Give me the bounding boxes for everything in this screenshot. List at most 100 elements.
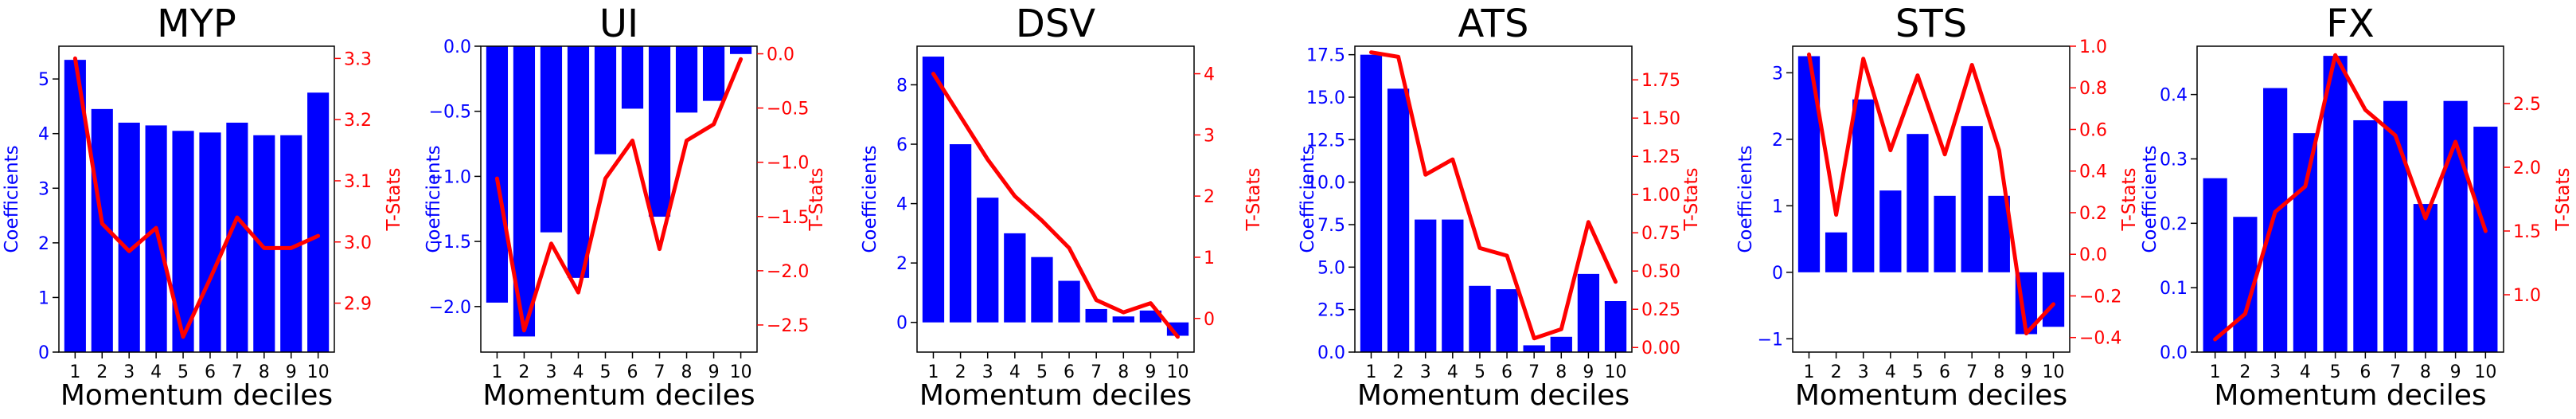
bar-5 <box>594 46 617 155</box>
chart-panel-fx: 0.0 0.1 0.2 0.3 0.4 1.0 1.5 2.0 2.5 1 2 3 4 5 6 7 8 9 10 FX… <box>2140 2 2574 412</box>
bar-3 <box>540 46 563 233</box>
y2-tick-label: 1.00 <box>1641 186 1680 206</box>
y2-tick-label: −0.5 <box>767 100 809 119</box>
x-tick-label: 2 <box>2239 362 2250 382</box>
bar-1 <box>922 57 945 323</box>
y2-tick-label: 0.4 <box>2079 163 2107 182</box>
x-tick-label: 6 <box>1939 362 1950 382</box>
y-axis-label: Coefficients <box>860 145 880 253</box>
x-tick-label: 5 <box>599 362 611 382</box>
y-tick-label: 2 <box>896 254 907 274</box>
x-tick-label: 1 <box>1365 362 1376 382</box>
y-tick-label: 5 <box>38 70 49 90</box>
x-tick-label: 7 <box>654 362 665 382</box>
x-tick-label: 7 <box>2390 362 2401 382</box>
x-tick-label: 10 <box>730 362 752 382</box>
x-tick-label: 3 <box>982 362 993 382</box>
bar-3 <box>1852 99 1875 272</box>
y2-axis-label: T-Stats <box>806 168 827 232</box>
y2-tick-label: 2.5 <box>2513 95 2541 115</box>
x-axis-label: Momentum deciles <box>60 379 333 412</box>
y-axis-label: Coefficients <box>2140 145 2160 253</box>
y2-tick-label: 0.25 <box>1641 300 1680 320</box>
y-tick-label: −2.0 <box>429 298 471 318</box>
x-tick-label: 4 <box>1009 362 1021 382</box>
y-tick-label: −1.5 <box>429 233 471 253</box>
x-tick-label: 9 <box>1583 362 1594 382</box>
bar-7 <box>1523 345 1545 352</box>
bar-4 <box>1442 219 1464 352</box>
bar-9 <box>2443 100 2468 352</box>
t-stats-line <box>1807 52 2055 335</box>
y-tick-label: 1 <box>1772 197 1783 217</box>
y2-tick-label: −2.0 <box>767 262 809 282</box>
t-stats-line <box>2213 53 2488 342</box>
y-tick-label: −0.5 <box>429 103 471 123</box>
bar-8 <box>2413 204 2437 352</box>
x-tick-label: 2 <box>955 362 966 382</box>
x-tick-label: 9 <box>1145 362 1156 382</box>
y2-tick-label: −0.4 <box>2079 329 2121 349</box>
y-tick-label: 2 <box>38 234 49 254</box>
bar-10 <box>1604 301 1627 352</box>
plot-frame <box>58 45 335 353</box>
x-tick-label: 3 <box>1858 362 1869 382</box>
y-tick-label: 17.5 <box>1306 46 1345 66</box>
y-tick-label: 0.0 <box>443 37 471 57</box>
x-tick-label: 10 <box>2474 362 2496 382</box>
chart-title: DSV <box>1016 2 1095 46</box>
x-tick-label: 2 <box>96 362 107 382</box>
x-tick-label: 4 <box>1885 362 1896 382</box>
x-tick-label: 3 <box>1420 362 1431 382</box>
y-tick-label: 0 <box>38 343 49 363</box>
chart-title: MYP <box>157 2 236 46</box>
bar-7 <box>1085 308 1107 323</box>
x-tick-label: 6 <box>205 362 216 382</box>
y2-tick-label: 0.0 <box>767 45 794 65</box>
y2-tick-label: 0.2 <box>2079 204 2107 224</box>
bar-4 <box>1004 233 1026 323</box>
x-tick-label: 2 <box>1831 362 1842 382</box>
chart-title: ATS <box>1458 2 1529 46</box>
x-tick-label: 4 <box>572 362 584 382</box>
y2-tick-label: 2 <box>1204 187 1215 207</box>
x-axis-label: Momentum deciles <box>919 379 1192 412</box>
bar-6 <box>1934 195 1956 272</box>
x-tick-label: 3 <box>2270 362 2281 382</box>
bar-3 <box>118 123 140 352</box>
y-tick-label: 0.1 <box>2160 279 2188 299</box>
bar-10 <box>2473 127 2498 353</box>
y-tick-label: 0 <box>1772 264 1783 284</box>
y-axis-label: Coefficients <box>423 145 444 253</box>
y-tick-label: 0.2 <box>2160 214 2188 234</box>
y-tick-label: 15.0 <box>1306 88 1345 108</box>
y2-tick-label: 1 <box>1204 249 1215 268</box>
x-tick-label: 5 <box>1474 362 1485 382</box>
bar-6 <box>1058 280 1080 323</box>
y-tick-label: 12.5 <box>1306 131 1345 151</box>
bar-1 <box>1360 54 1383 353</box>
x-tick-label: 1 <box>1803 362 1814 382</box>
y-tick-label: 2.5 <box>1317 301 1345 321</box>
chart-panel-ats: 0.0 2.5 5.0 7.5 10.0 12.5 15.0 17.5 0.00 0.25 0.50… <box>1298 2 1702 412</box>
bar-3 <box>1415 219 1437 352</box>
y-axis-label: Coefficients <box>2 145 22 253</box>
x-axis-label: Momentum deciles <box>1357 379 1630 412</box>
x-tick-label: 3 <box>545 362 556 382</box>
bar-5 <box>1907 134 1929 272</box>
y2-axis-label: T-Stats <box>1243 168 1264 232</box>
x-axis-label: Momentum deciles <box>2214 379 2486 412</box>
x-tick-label: 5 <box>1912 362 1923 382</box>
x-tick-label: 8 <box>259 362 270 382</box>
y2-tick-label: 3.2 <box>344 111 372 131</box>
bar-4 <box>1879 190 1902 272</box>
chart-title: FX <box>2326 2 2375 46</box>
bar-7 <box>2383 100 2408 352</box>
x-tick-label: 10 <box>1167 362 1189 382</box>
x-tick-label: 8 <box>1118 362 1129 382</box>
y-tick-label: 0.0 <box>1317 343 1345 363</box>
y-axis-label: Coefficients <box>1735 145 1756 253</box>
bar-10 <box>307 92 330 353</box>
